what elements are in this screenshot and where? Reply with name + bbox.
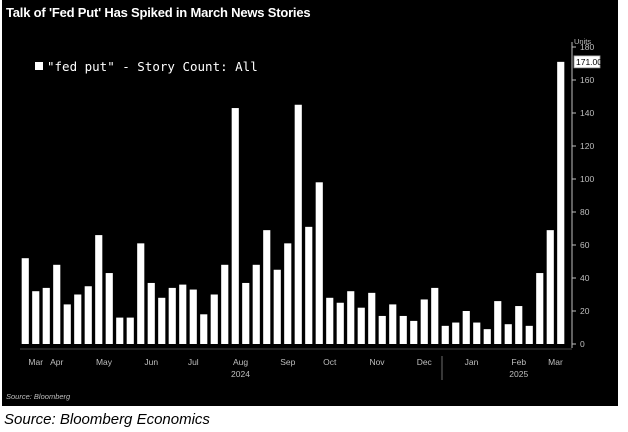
- x-tick-label: Jan: [465, 357, 479, 367]
- bar: [84, 286, 92, 344]
- bar: [441, 325, 449, 344]
- bar: [242, 282, 250, 344]
- bar: [378, 315, 386, 344]
- bar: [284, 243, 292, 344]
- x-year-label: 2025: [509, 369, 528, 379]
- bar: [483, 329, 491, 344]
- bar: [431, 287, 439, 344]
- x-tick-label: Oct: [323, 357, 337, 367]
- y-tick-label: 60: [580, 240, 590, 250]
- bar: [546, 230, 554, 344]
- bar: [273, 269, 281, 344]
- bar: [504, 324, 512, 344]
- bar: [42, 287, 50, 344]
- y-tick-label: 20: [580, 306, 590, 316]
- bar: [357, 307, 365, 344]
- bar: [462, 311, 470, 344]
- bar: [494, 301, 502, 344]
- bar: [336, 302, 344, 344]
- bar: [452, 322, 460, 344]
- bar: [294, 104, 302, 344]
- bar: [63, 304, 71, 344]
- source-note: Source: Bloomberg: [6, 392, 71, 401]
- x-tick-label: Aug: [233, 357, 248, 367]
- bar: [557, 61, 565, 344]
- bar: [126, 317, 134, 344]
- bar: [116, 317, 124, 344]
- bar: [210, 294, 218, 344]
- bar: [515, 306, 523, 344]
- y-tick-label: 40: [580, 273, 590, 283]
- bar: [179, 284, 187, 344]
- bar: [525, 325, 533, 344]
- bar: [221, 264, 229, 344]
- x-tick-label: Mar: [28, 357, 43, 367]
- bar: [420, 299, 428, 344]
- y-tick-label: 180: [580, 42, 594, 52]
- bar: [189, 289, 197, 344]
- y-axis-unit: Units: [574, 37, 591, 46]
- x-tick-label: Jun: [144, 357, 158, 367]
- last-value-label: 171.00: [576, 57, 602, 67]
- bar: [347, 291, 355, 344]
- x-tick-label: Apr: [50, 357, 63, 367]
- bar-series: [21, 61, 565, 344]
- bar: [74, 294, 82, 344]
- bar: [410, 320, 418, 344]
- bar: [305, 226, 313, 344]
- x-tick-label: Mar: [548, 357, 563, 367]
- y-tick-label: 0: [580, 339, 585, 349]
- bar: [168, 287, 176, 344]
- bar: [105, 273, 113, 344]
- bar: [326, 297, 334, 344]
- x-tick-label: Nov: [369, 357, 385, 367]
- y-tick-label: 140: [580, 108, 594, 118]
- bar: [231, 108, 239, 344]
- x-axis: Mar Apr May Jun Jul Aug Sep Oct Nov Dec Jan Feb Mar 2…: [20, 348, 572, 380]
- y-tick-label: 100: [580, 174, 594, 184]
- bar: [137, 243, 145, 344]
- legend-swatch: [35, 62, 43, 70]
- x-year-label: 2024: [231, 369, 250, 379]
- x-tick-label: Dec: [417, 357, 433, 367]
- y-tick-label: 160: [580, 75, 594, 85]
- chart-title: Talk of 'Fed Put' Has Spiked in March Ne…: [6, 5, 311, 20]
- bar: [147, 282, 155, 344]
- bar: [399, 315, 407, 344]
- bar: [200, 314, 208, 344]
- bar: [21, 258, 29, 344]
- bar: [263, 230, 271, 344]
- bar: [536, 273, 544, 344]
- x-tick-label: Jul: [188, 357, 199, 367]
- bar: [252, 264, 260, 344]
- bar: [53, 264, 61, 344]
- bar: [368, 292, 376, 344]
- legend-entry: "fed put" - Story Count: All: [47, 59, 258, 74]
- y-tick-label: 80: [580, 207, 590, 217]
- x-tick-label: Feb: [511, 357, 526, 367]
- legend: "fed put" - Story Count: All: [35, 59, 258, 74]
- last-value-box: [573, 55, 601, 69]
- bar: [389, 304, 397, 344]
- y-tick-label: 120: [580, 141, 594, 151]
- x-tick-label: May: [96, 357, 113, 367]
- bar: [158, 297, 166, 344]
- bar: [473, 322, 481, 344]
- bar: [32, 291, 40, 344]
- x-tick-label: Sep: [280, 357, 295, 367]
- bar: [315, 182, 323, 344]
- bar: [95, 235, 103, 344]
- source-footer: Source: Bloomberg Economics: [4, 411, 210, 428]
